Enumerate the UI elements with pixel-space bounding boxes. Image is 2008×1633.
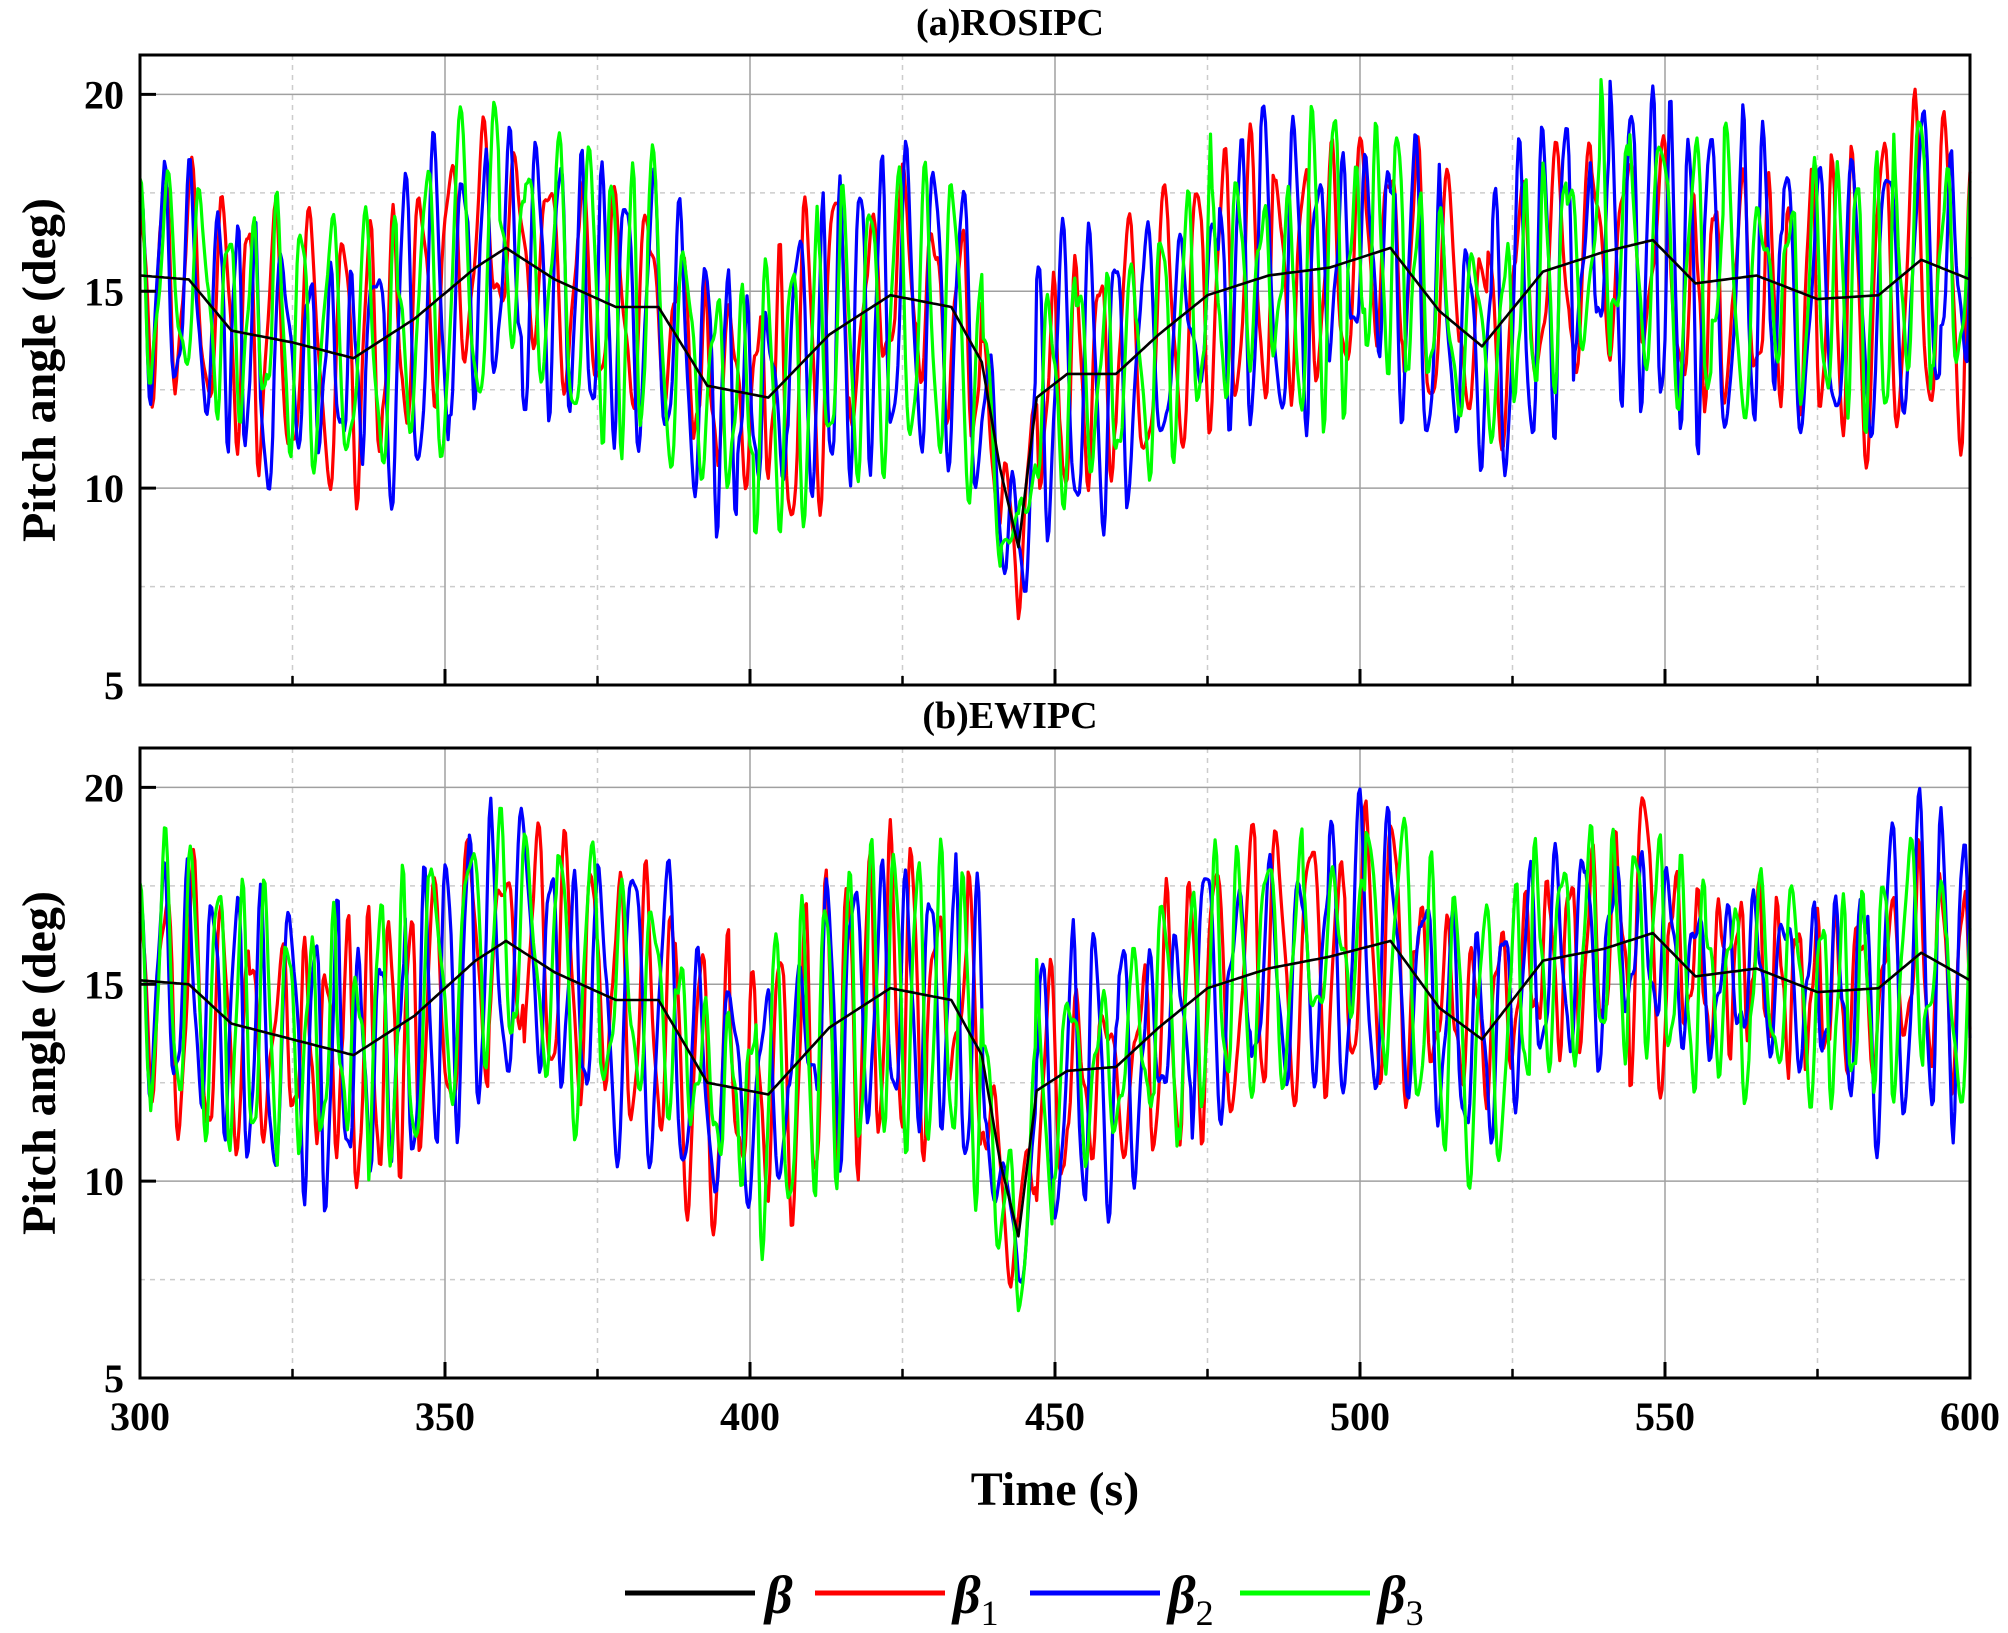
panel-b-series-β2 xyxy=(138,786,1972,1285)
legend-symbol-beta1: β xyxy=(951,1565,981,1625)
panel-b-xtick-label-5: 550 xyxy=(1635,1394,1695,1439)
panel-a-series-β3 xyxy=(138,77,1972,568)
panel-a-series-β2 xyxy=(138,79,1972,593)
panel-a-series-β1 xyxy=(138,87,1972,621)
panel-b-series-β3 xyxy=(138,806,1972,1313)
panel-b-xtick-label-1: 350 xyxy=(415,1394,475,1439)
legend-sub-beta1: 1 xyxy=(981,1593,999,1633)
panel-a-series-beta xyxy=(139,238,1971,549)
panel-b-ytick-label-1: 10 xyxy=(84,1159,124,1204)
legend-symbol-beta3: β xyxy=(1376,1565,1406,1625)
panel-b-ticks: 300 350 400 450 500 550 600 5 10 15 20 xyxy=(84,765,2000,1439)
panel-b-ylabel: Pitch angle (deg) xyxy=(13,891,66,1235)
legend-label-beta1: β1 xyxy=(951,1565,999,1633)
panel-a-ticks: 5 10 15 20 xyxy=(84,72,1972,708)
panel-b-ytick-label-2: 15 xyxy=(84,962,124,1007)
legend-symbol-beta2: β xyxy=(1166,1565,1196,1625)
panel-a-ytick-label-0: 5 xyxy=(104,663,124,708)
panel-b-series-beta xyxy=(139,931,1971,1238)
panel-b-title: (b)EWIPC xyxy=(922,695,1097,737)
panel-a-ytick-label-1: 10 xyxy=(84,466,124,511)
panel-b-xtick-label-6: 600 xyxy=(1940,1394,2000,1439)
panel-b-xtick-label-2: 400 xyxy=(720,1394,780,1439)
panel-a-ytick-label-2: 15 xyxy=(84,269,124,314)
legend-label-beta: β xyxy=(763,1565,793,1625)
panel-a-rosipc: (a)ROSIPC 5 10 15 20 Pitch angle (deg) xyxy=(13,2,1972,708)
panel-b-xtick-label-0: 300 xyxy=(110,1394,170,1439)
panel-a-ylabel: Pitch angle (deg) xyxy=(13,198,66,542)
panel-b-series xyxy=(138,786,1972,1313)
legend-sub-beta2: 2 xyxy=(1196,1593,1214,1633)
legend-symbol-beta: β xyxy=(763,1565,793,1625)
legend-sub-beta3: 3 xyxy=(1406,1593,1424,1633)
panel-b-xtick-label-3: 450 xyxy=(1025,1394,1085,1439)
panel-b-ytick-label-3: 20 xyxy=(84,765,124,810)
legend-label-beta2: β2 xyxy=(1166,1565,1214,1633)
legend: β β1 β2 β3 xyxy=(625,1565,1424,1633)
panel-b-xtick-label-4: 500 xyxy=(1330,1394,1390,1439)
legend-label-beta3: β3 xyxy=(1376,1565,1424,1633)
panel-a-series xyxy=(138,77,1972,621)
panel-b-ewipc: (b)EWIPC 300 350 400 450 500 550 600 5 10 15 20 Pi… xyxy=(13,695,2000,1439)
panel-b-ytick-label-0: 5 xyxy=(104,1356,124,1401)
panel-a-title: (a)ROSIPC xyxy=(916,2,1104,44)
panel-a-ytick-label-3: 20 xyxy=(84,72,124,117)
x-axis-label: Time (s) xyxy=(971,1463,1139,1516)
